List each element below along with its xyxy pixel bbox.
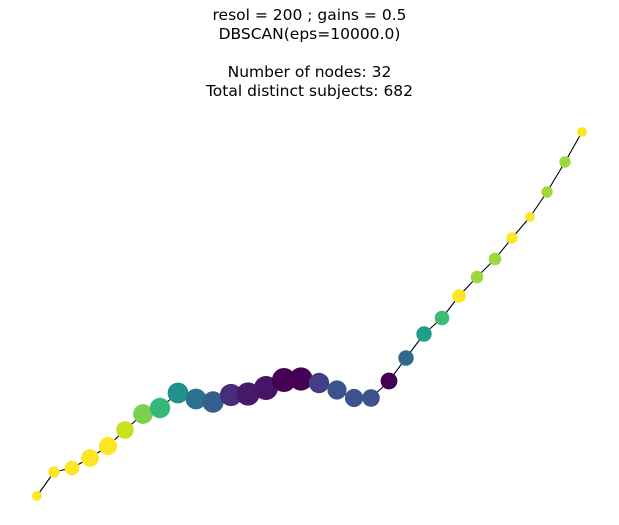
graph-node (81, 449, 99, 467)
graph-nodes (32, 127, 587, 501)
graph-node (48, 466, 60, 478)
graph-node (344, 388, 364, 408)
title-block: resol = 200 ; gains = 0.5 DBSCAN(eps=100… (0, 6, 619, 101)
graph-node (452, 289, 466, 303)
graph-edges (36, 131, 583, 497)
graph-node (416, 326, 432, 342)
title-node-count: Number of nodes: 32 (227, 63, 392, 81)
graph-node (470, 270, 484, 284)
graph-node (488, 252, 502, 266)
graph-node (272, 368, 296, 392)
graph-node (398, 350, 414, 366)
graph-node (577, 127, 587, 137)
graph-node (541, 186, 553, 198)
graph-node (289, 367, 313, 391)
graph-node (559, 156, 571, 168)
graph-node (202, 391, 224, 413)
graph-node (327, 380, 347, 400)
graph-node (116, 421, 134, 439)
graph-node (64, 460, 80, 476)
graph-edge (546, 161, 566, 193)
graph-node (185, 388, 207, 410)
graph-node (506, 232, 518, 244)
graph-node (525, 212, 535, 222)
graph-node (362, 389, 380, 407)
graph-node (219, 383, 243, 407)
graph-node (380, 372, 398, 390)
graph-node (167, 382, 189, 404)
title-params: resol = 200 ; gains = 0.5 (212, 6, 407, 24)
graph-node (133, 404, 153, 424)
title-subject-count: Total distinct subjects: 682 (205, 82, 414, 100)
graph-node (98, 436, 118, 456)
graph-node (254, 376, 278, 400)
title-clusterer: DBSCAN(eps=10000.0) (218, 25, 401, 43)
graph-node (236, 382, 260, 406)
graph-edge (564, 131, 583, 163)
graph-node (32, 491, 42, 501)
graph-node (308, 372, 330, 394)
graph-node (434, 310, 450, 326)
graph-node (149, 397, 171, 419)
